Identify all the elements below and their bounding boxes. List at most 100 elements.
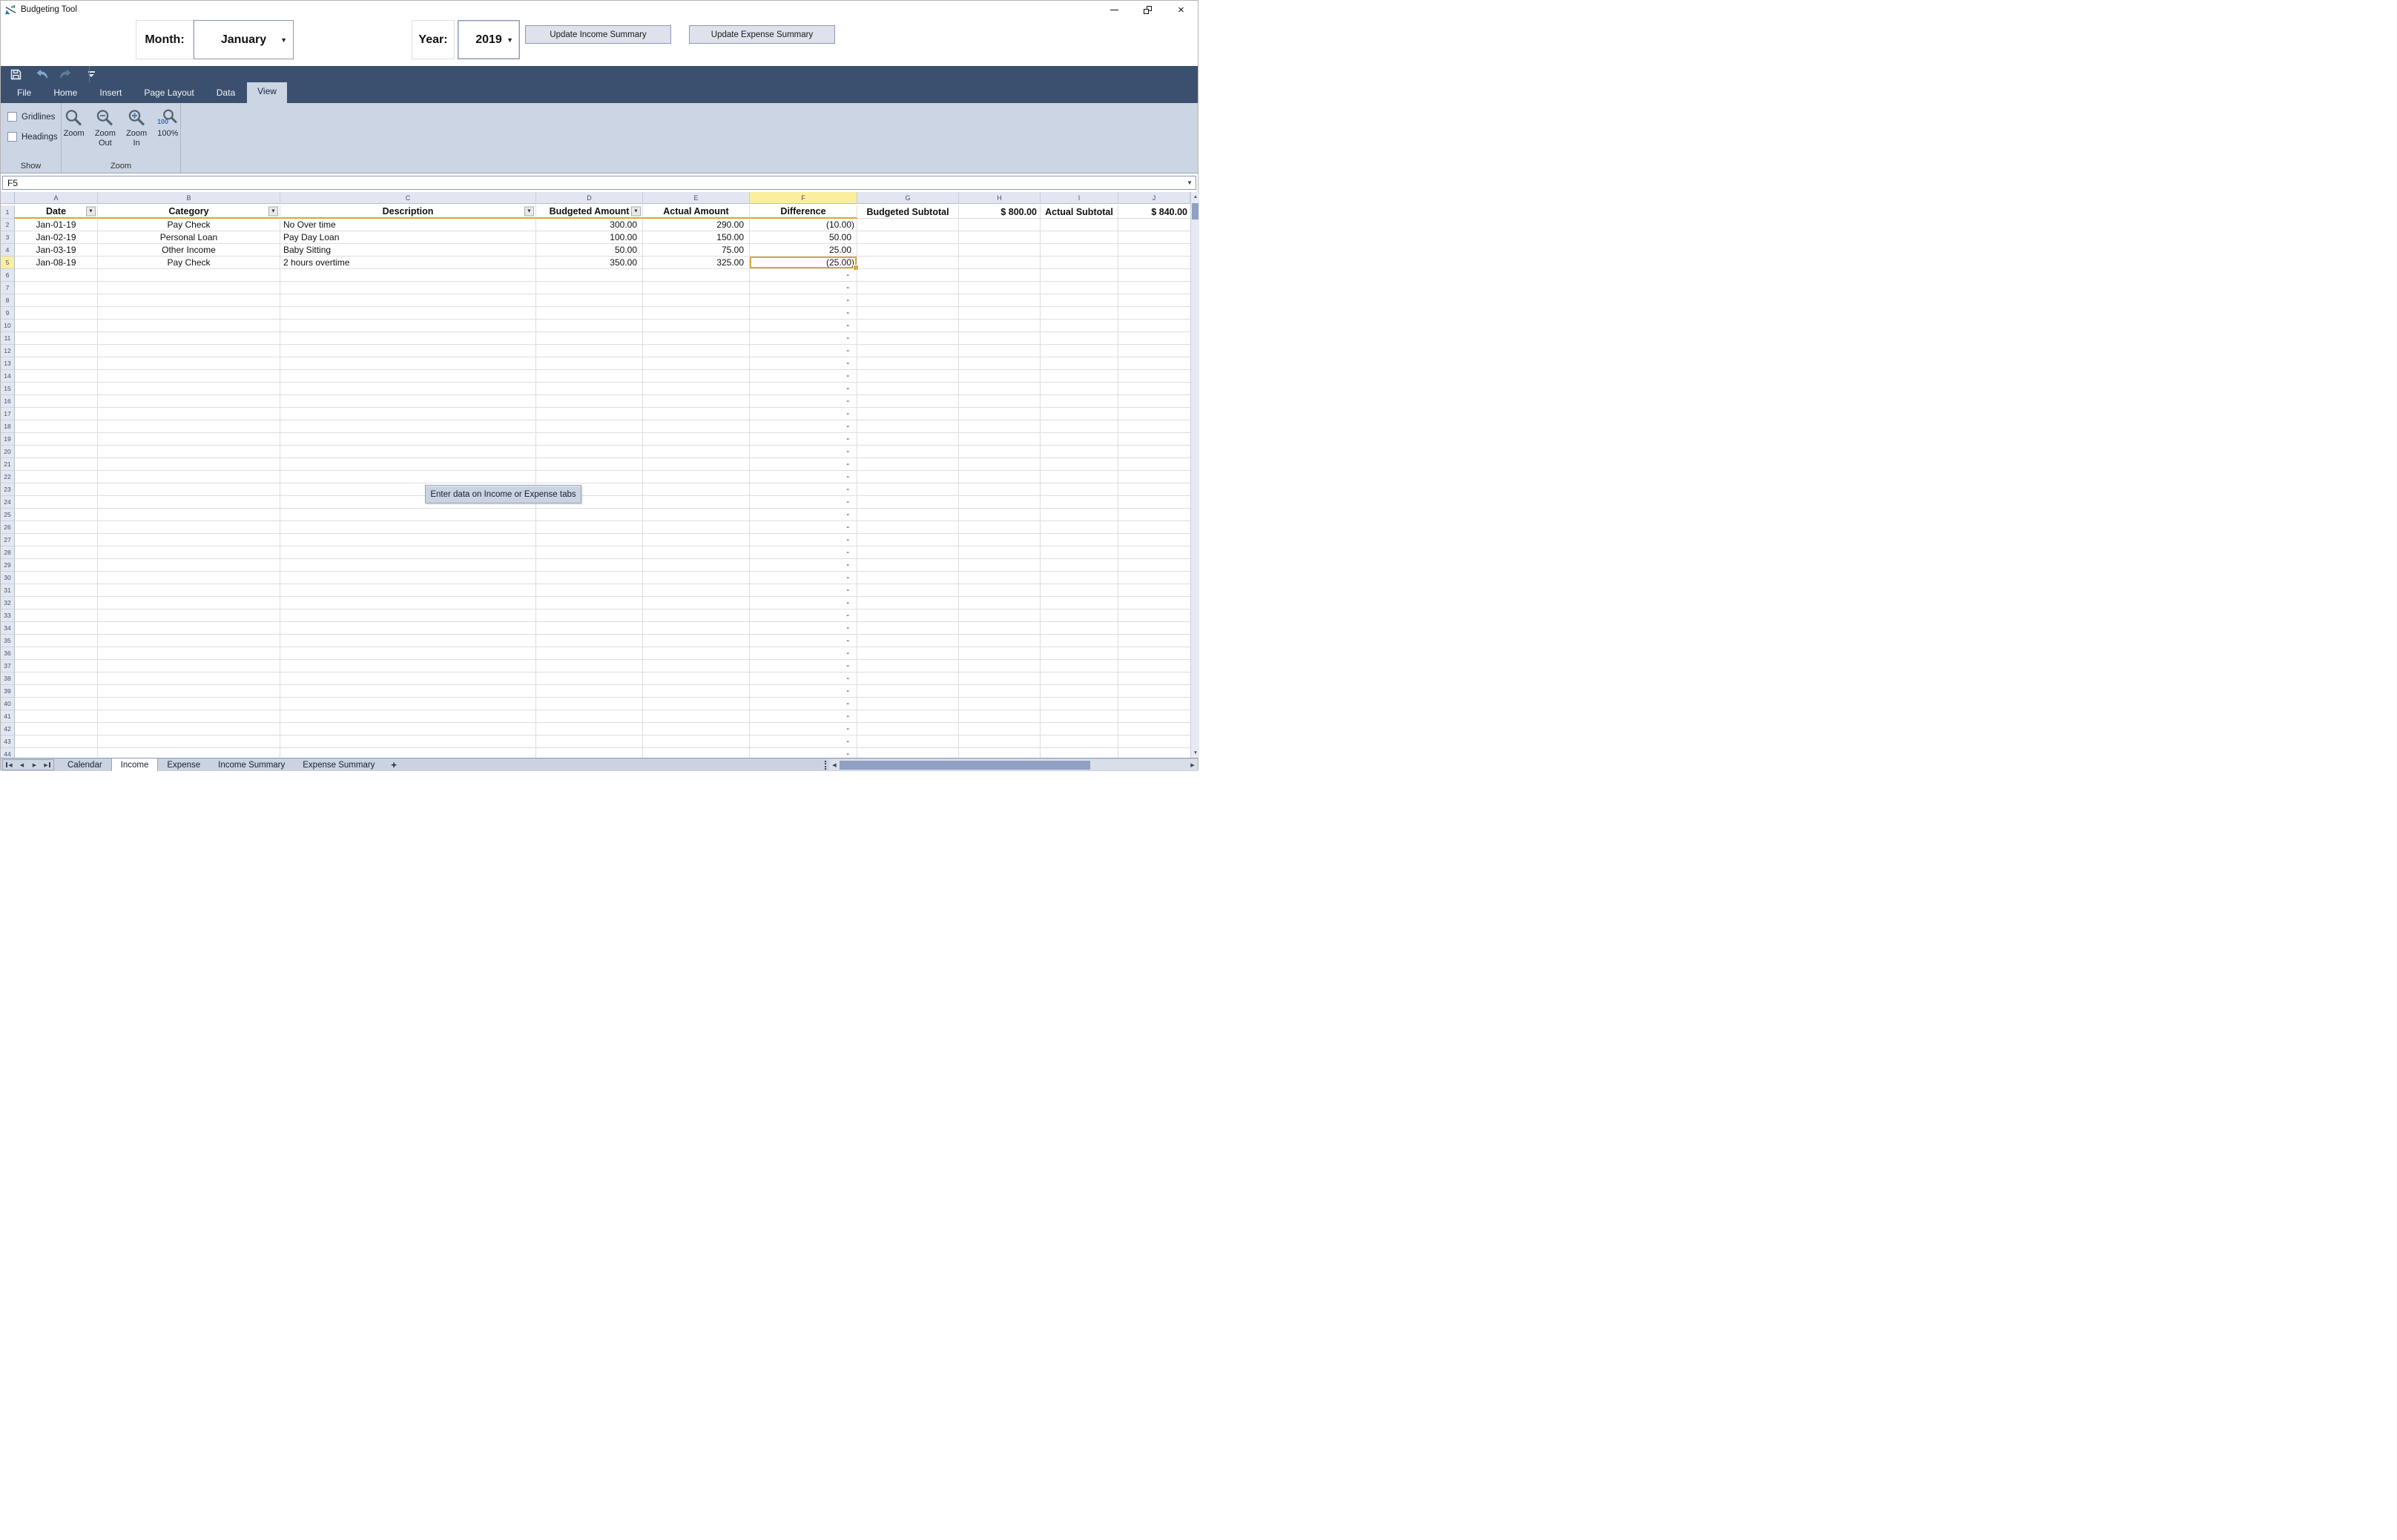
cell-A42[interactable] — [15, 723, 98, 736]
cell-I4[interactable] — [1041, 244, 1118, 257]
cell-D15[interactable] — [536, 383, 643, 395]
cell-G11[interactable] — [857, 332, 959, 345]
cell-H26[interactable] — [959, 521, 1041, 534]
cell-G9[interactable] — [857, 307, 959, 320]
cell-G17[interactable] — [857, 408, 959, 420]
cell-J14[interactable] — [1118, 370, 1190, 383]
cell-B5[interactable]: Pay Check — [98, 257, 280, 269]
cell-G37[interactable] — [857, 660, 959, 672]
cell-H36[interactable] — [959, 647, 1041, 660]
ribbon-tab-page-layout[interactable]: Page Layout — [144, 87, 194, 98]
cell-J2[interactable] — [1118, 219, 1190, 231]
cell-F11[interactable]: - — [750, 332, 857, 345]
ribbon-tab-view[interactable]: View — [247, 80, 287, 103]
cell-A39[interactable] — [15, 685, 98, 698]
cell-A16[interactable] — [15, 395, 98, 408]
row-header-13[interactable]: 13 — [1, 357, 15, 370]
cell-E34[interactable] — [643, 622, 750, 635]
cell-B41[interactable] — [98, 710, 280, 723]
cell-I40[interactable] — [1041, 698, 1118, 710]
cell-F36[interactable]: - — [750, 647, 857, 660]
cell-F8[interactable]: - — [750, 294, 857, 307]
close-button[interactable]: × — [1164, 1, 1198, 19]
cell-F30[interactable]: - — [750, 572, 857, 584]
cell-G42[interactable] — [857, 723, 959, 736]
cell-H5[interactable] — [959, 257, 1041, 269]
cell-E32[interactable] — [643, 597, 750, 609]
cell-I28[interactable] — [1041, 546, 1118, 559]
row-header-33[interactable]: 33 — [1, 609, 15, 622]
cell-F10[interactable]: - — [750, 320, 857, 332]
cell-I6[interactable] — [1041, 269, 1118, 282]
cell-D43[interactable] — [536, 736, 643, 748]
cell-C2[interactable]: No Over time — [280, 219, 536, 231]
cell-D30[interactable] — [536, 572, 643, 584]
cell-F12[interactable]: - — [750, 345, 857, 357]
cell-D41[interactable] — [536, 710, 643, 723]
cell-B15[interactable] — [98, 383, 280, 395]
cell-B12[interactable] — [98, 345, 280, 357]
cell-F34[interactable]: - — [750, 622, 857, 635]
cell-B13[interactable] — [98, 357, 280, 370]
cell-I37[interactable] — [1041, 660, 1118, 672]
sheet-tab-expense-summary[interactable]: Expense Summary — [303, 760, 375, 770]
cell-B23[interactable] — [98, 483, 280, 496]
cell-B28[interactable] — [98, 546, 280, 559]
cell-C3[interactable]: Pay Day Loan — [280, 231, 536, 244]
cell-A34[interactable] — [15, 622, 98, 635]
cell-B33[interactable] — [98, 609, 280, 622]
cell-C31[interactable] — [280, 584, 536, 597]
cell-I7[interactable] — [1041, 282, 1118, 294]
redo-button[interactable] — [56, 66, 75, 82]
horizontal-scroll-thumb[interactable] — [840, 760, 1090, 770]
cell-C14[interactable] — [280, 370, 536, 383]
row-header-26[interactable]: 26 — [1, 521, 15, 534]
cell-G38[interactable] — [857, 672, 959, 685]
cell-D11[interactable] — [536, 332, 643, 345]
cell-E6[interactable] — [643, 269, 750, 282]
cell-C5[interactable]: 2 hours overtime — [280, 257, 536, 269]
cell-J28[interactable] — [1118, 546, 1190, 559]
minimize-button[interactable] — [1098, 1, 1131, 19]
cell-H29[interactable] — [959, 559, 1041, 572]
cell-F18[interactable]: - — [750, 420, 857, 433]
cell-F28[interactable]: - — [750, 546, 857, 559]
cell-J10[interactable] — [1118, 320, 1190, 332]
cell-I31[interactable] — [1041, 584, 1118, 597]
cell-C11[interactable] — [280, 332, 536, 345]
cell-F2[interactable]: (10.00) — [750, 219, 857, 231]
sheet-tab-expense[interactable]: Expense — [167, 760, 201, 770]
cell-D33[interactable] — [536, 609, 643, 622]
cell-G19[interactable] — [857, 433, 959, 446]
row-header-37[interactable]: 37 — [1, 660, 15, 672]
cell-E9[interactable] — [643, 307, 750, 320]
filter-dropdown-icon[interactable]: ▼ — [631, 206, 641, 217]
cell-A33[interactable] — [15, 609, 98, 622]
cell-B31[interactable] — [98, 584, 280, 597]
cell-A22[interactable] — [15, 471, 98, 483]
cell-I2[interactable] — [1041, 219, 1118, 231]
cell-A9[interactable] — [15, 307, 98, 320]
cell-D29[interactable] — [536, 559, 643, 572]
row-header-12[interactable]: 12 — [1, 345, 15, 357]
cell-B42[interactable] — [98, 723, 280, 736]
cell-J6[interactable] — [1118, 269, 1190, 282]
cell-J20[interactable] — [1118, 446, 1190, 458]
header-cell-budgeted-amount[interactable]: Budgeted Amount ▼ — [536, 205, 643, 219]
cell-C9[interactable] — [280, 307, 536, 320]
cell-B16[interactable] — [98, 395, 280, 408]
cell-F39[interactable]: - — [750, 685, 857, 698]
row-header-20[interactable]: 20 — [1, 446, 15, 458]
cell-H4[interactable] — [959, 244, 1041, 257]
cell-E14[interactable] — [643, 370, 750, 383]
cell-E44[interactable] — [643, 748, 750, 758]
cell-B30[interactable] — [98, 572, 280, 584]
cell-F19[interactable]: - — [750, 433, 857, 446]
cell-I3[interactable] — [1041, 231, 1118, 244]
cell-J17[interactable] — [1118, 408, 1190, 420]
cell-E28[interactable] — [643, 546, 750, 559]
cell-E13[interactable] — [643, 357, 750, 370]
cell-C15[interactable] — [280, 383, 536, 395]
ribbon-tab-data[interactable]: Data — [216, 87, 236, 98]
cell-J44[interactable] — [1118, 748, 1190, 758]
